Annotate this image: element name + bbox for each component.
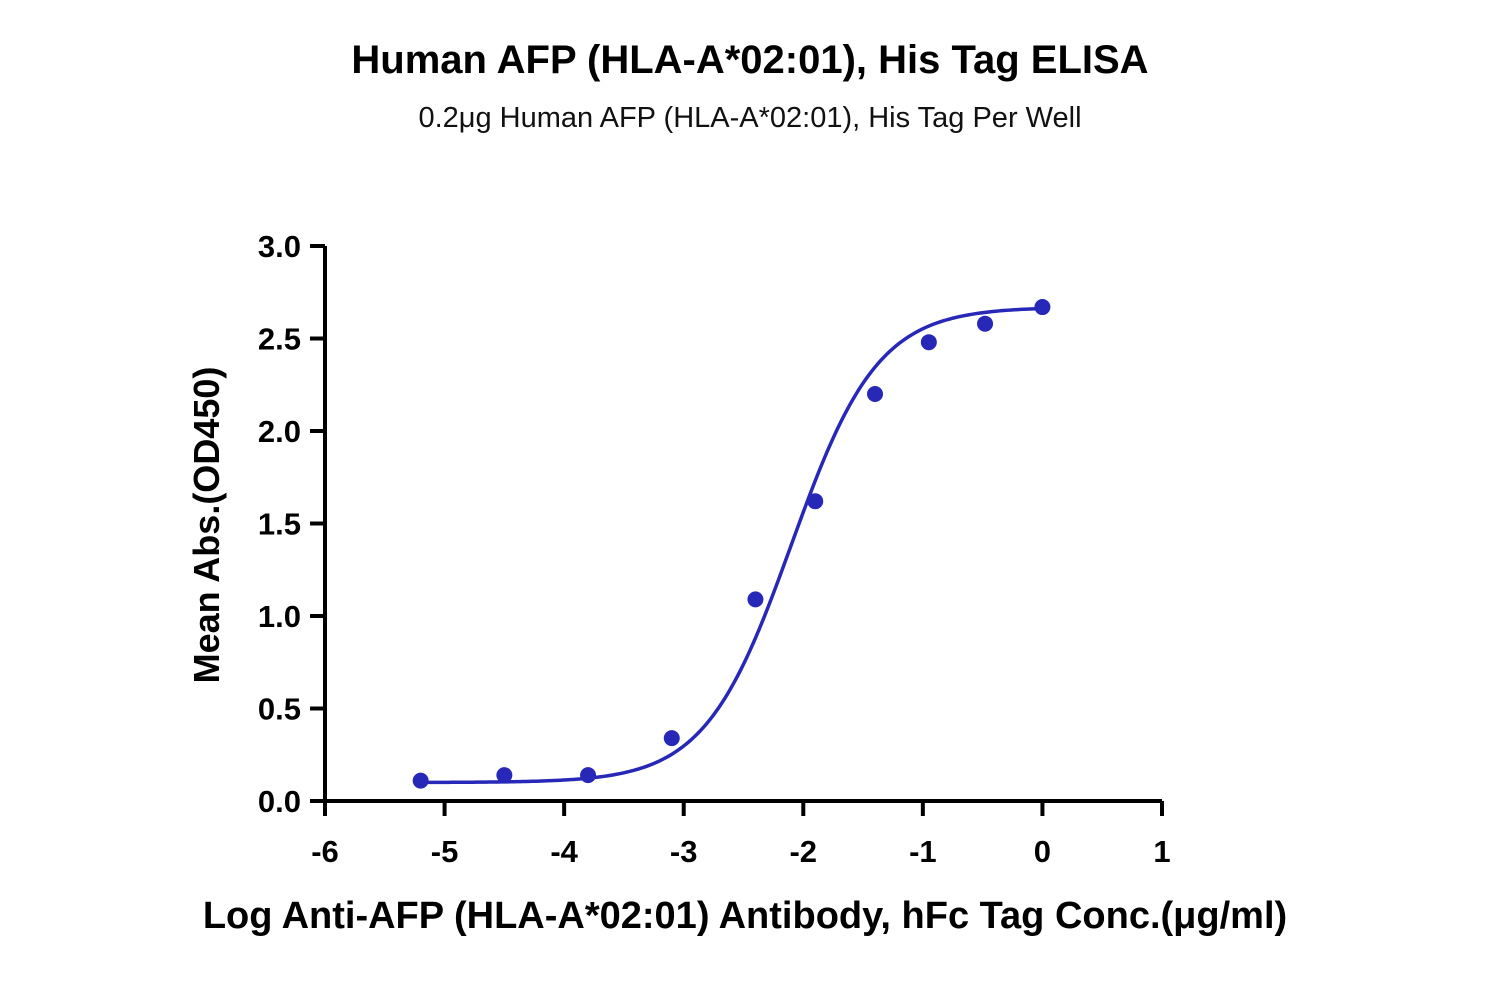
data-point	[867, 386, 884, 402]
data-point	[977, 315, 994, 332]
data-points	[412, 299, 1051, 789]
x-tick-label: -5	[431, 834, 459, 869]
y-tick-label: 1.0	[258, 599, 301, 634]
data-point	[1034, 299, 1051, 316]
y-tick-label: 0.5	[258, 692, 301, 727]
fit-curve	[420, 306, 1043, 785]
y-tick-label: 2.0	[258, 414, 301, 449]
data-point	[496, 767, 513, 784]
x-tick-label: -4	[550, 834, 578, 869]
axes: 0.0 0.5 1.0 1.5 2.0 2.5 3.0 -6 -5 -4 -3 -2 -1 0 1	[258, 229, 1171, 869]
chart-subtitle: 0.2μg Human AFP (HLA-A*02:01), His Tag P…	[418, 102, 1082, 134]
chart-title: Human AFP (HLA-A*02:01), His Tag ELISA	[351, 38, 1149, 82]
data-point	[807, 493, 824, 510]
data-point	[580, 767, 597, 784]
x-tick-label: -6	[311, 834, 339, 869]
data-point	[747, 591, 764, 608]
x-tick-label: 1	[1153, 834, 1170, 869]
x-tick-label: -2	[789, 834, 817, 869]
data-point	[663, 730, 680, 747]
fit-curve-group	[420, 306, 1043, 785]
x-tick-label: 0	[1034, 834, 1051, 869]
y-tick-label: 1.5	[258, 507, 301, 542]
data-point	[920, 334, 937, 351]
x-tick-label: -1	[909, 834, 937, 869]
x-axis-label: Log Anti-AFP (HLA-A*02:01) Antibody, hFc…	[202, 895, 1288, 937]
y-tick-label: 3.0	[258, 229, 301, 264]
x-tick-label: -3	[670, 834, 698, 869]
y-tick-label: 2.5	[258, 322, 301, 357]
y-tick-label: 0.0	[258, 784, 301, 819]
data-point	[412, 772, 429, 789]
